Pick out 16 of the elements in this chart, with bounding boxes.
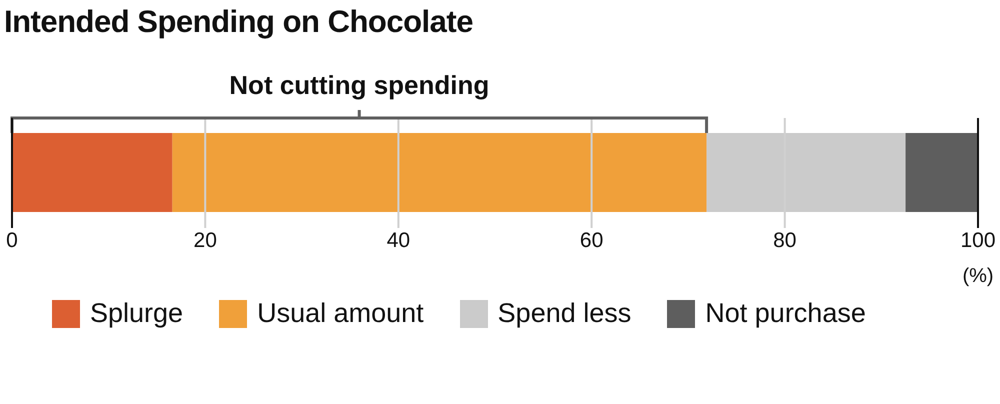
bar — [12, 133, 172, 212]
x-axis-title: (%) — [962, 265, 994, 287]
bar — [172, 133, 707, 212]
x-tick-label: 0 — [6, 228, 18, 252]
x-tick-label: 40 — [386, 228, 410, 252]
bar — [906, 133, 978, 212]
x-tick-label: 100 — [960, 228, 996, 252]
x-tick-label: 20 — [194, 228, 217, 252]
chart-title: Intended Spending on Chocolate — [4, 4, 473, 40]
legend-label: Usual amount — [257, 298, 424, 329]
legend-label: Splurge — [90, 298, 184, 329]
x-tick-label: 60 — [580, 228, 604, 252]
legend-label: Not purchase — [705, 298, 866, 329]
text: Not cutting spending — [229, 70, 490, 100]
x-tick-label: 80 — [773, 228, 796, 252]
legend-label: Spend less — [498, 298, 632, 329]
